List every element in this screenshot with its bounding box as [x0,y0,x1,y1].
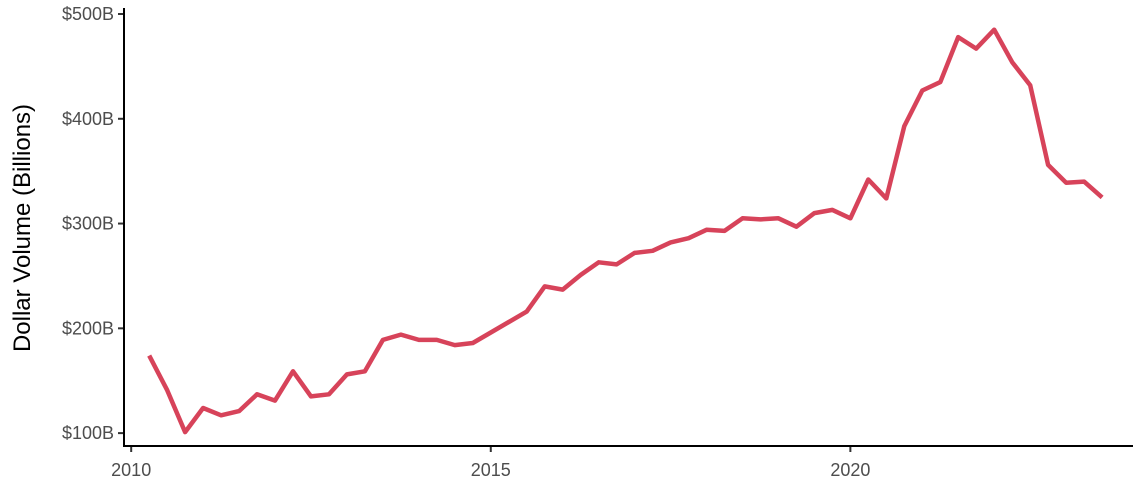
series-layer [147,27,1104,435]
y-axis-title: Dollar Volume (Billions) [9,104,36,352]
x-tick-label: 2010 [111,460,151,480]
y-tick-label: $500B [62,4,114,24]
series-line [147,27,1104,435]
y-tick-label: $300B [62,214,114,234]
y-tick-label: $200B [62,318,114,338]
y-tick-label: $400B [62,109,114,129]
y-tick-label: $100B [62,423,114,443]
x-tick-label: 2015 [471,460,511,480]
x-axis-ticks: 2010 2015 2020 [111,446,870,480]
x-tick-label: 2020 [830,460,870,480]
y-axis-ticks: $100B $200B $300B $400B $500B [62,4,124,443]
